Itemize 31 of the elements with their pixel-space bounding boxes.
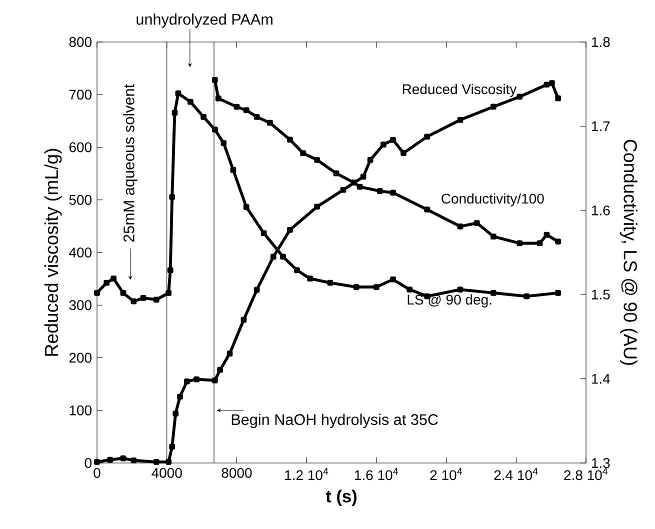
x-tick-label: 4000 [152, 468, 182, 478]
annotation: Begin NaOH hydrolysis at 35C [232, 414, 438, 428]
x-tick-label: 1.2 10$^{4}$ [285, 468, 328, 480]
y2-tick-label: 1.3 [592, 458, 610, 468]
y-tick-label: 100 [70, 405, 92, 416]
text: unhydrolyzed PAAm [136, 13, 272, 28]
x-tick-label: 2.8 10$^{4}$ [564, 468, 608, 480]
y-tick-label: 400 [69, 248, 92, 258]
annotation: 25mM aqueous solvent [123, 84, 138, 242]
y-tick-label: 300 [69, 300, 92, 310]
y-tick-label: 700 [69, 90, 92, 100]
y-tick-label: 800 [69, 37, 92, 47]
y2-axis-title: Conductivity, LS @ 90 (AU) [620, 140, 638, 365]
y-tick-label: 0 [84, 458, 92, 468]
series-label: Reduced Viscosity [402, 84, 517, 97]
y2-tick-label: 1.7 [592, 121, 610, 132]
x-tick-label: 2.4 10$^{4}$ [494, 468, 538, 480]
y2-tick-label: 1.6 [592, 205, 610, 216]
y2-tick-label: 1.8 [592, 37, 610, 47]
x-tick-label: 2 10$^{4}$ [430, 468, 462, 480]
y-tick-label: 600 [69, 142, 92, 152]
x-tick-label: 8000 [222, 468, 252, 478]
y-tick-label: 200 [69, 352, 92, 363]
y-tick-label: 500 [69, 194, 92, 205]
y2-tick-label: 1.4 [592, 374, 610, 384]
x-tick-label: 0 [94, 468, 100, 478]
y2-tick-label: 1.5 [592, 290, 610, 300]
y-axis-title: Reduced viscosity (mL/g) [44, 148, 62, 356]
series-label: Conductivity/100 [442, 193, 544, 206]
x-tick-label: 1.6 10$^{4}$ [354, 468, 398, 480]
x-axis-title: t (s) [326, 490, 357, 506]
